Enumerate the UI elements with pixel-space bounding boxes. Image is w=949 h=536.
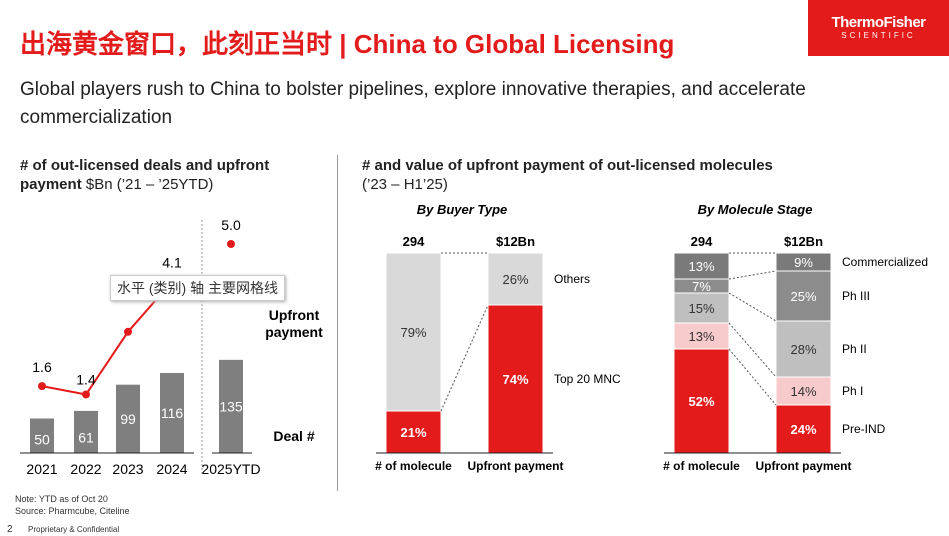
deal-label: 61 xyxy=(78,429,94,445)
year-label: 2025YTD xyxy=(201,461,260,477)
upfront-label: 1.4 xyxy=(76,371,96,387)
upfront-label: 1.6 xyxy=(32,359,52,375)
upfront-series-label: payment xyxy=(265,324,323,340)
deal-bar xyxy=(219,359,243,453)
legend-label: Top 20 MNC xyxy=(554,372,621,386)
year-label: 2021 xyxy=(26,461,57,477)
upfront-point xyxy=(82,390,90,399)
deal-bar xyxy=(30,418,54,453)
category-label: Upfront payment xyxy=(756,459,852,473)
segment xyxy=(775,320,832,378)
deal-series-label: Deal # xyxy=(273,428,314,444)
chart-subtitle: By Buyer Type xyxy=(417,202,508,217)
legend-label: Pre-IND xyxy=(842,422,886,436)
segment-label: 9% xyxy=(794,255,813,270)
year-label: 2023 xyxy=(112,461,143,477)
segment xyxy=(673,322,730,350)
total-label: 294 xyxy=(691,234,713,249)
legend-label: Ph III xyxy=(842,289,870,303)
segment xyxy=(385,252,442,412)
connector xyxy=(440,304,489,412)
segment-label: 21% xyxy=(400,425,426,440)
page-title: 出海黄金窗口，此刻正当时 | China to Global Licensing xyxy=(20,29,675,59)
category-label: Upfront payment xyxy=(468,459,564,473)
left-chart-heading: # of out-licensed deals and upfront paym… xyxy=(20,157,270,193)
total-label: $12Bn xyxy=(496,234,535,249)
segment-label: 52% xyxy=(688,394,714,409)
middle-heading: # and value of upfront payment of out-li… xyxy=(362,157,773,193)
total-label: 294 xyxy=(403,234,425,249)
upfront-line xyxy=(41,280,173,396)
upfront-label: 5.0 xyxy=(221,217,241,233)
chart-subtitle: By Molecule Stage xyxy=(698,202,813,217)
legend-label: Ph II xyxy=(842,342,867,356)
segment-label: 13% xyxy=(688,329,714,344)
segment-label: 15% xyxy=(688,301,714,316)
deal-bar xyxy=(116,384,140,453)
subtitle: Global players rush to China to bolster … xyxy=(20,79,806,128)
deal-bar xyxy=(160,372,184,453)
source: Source: Pharmcube, Citeline xyxy=(15,506,130,516)
total-label: $12Bn xyxy=(784,234,823,249)
deal-bar xyxy=(74,410,98,453)
deal-label: 116 xyxy=(161,405,184,421)
category-label: # of molecule xyxy=(663,459,740,473)
segment-label: 26% xyxy=(502,272,528,287)
connector xyxy=(728,348,777,406)
segment-label: 13% xyxy=(688,259,714,274)
deal-label: 50 xyxy=(34,431,50,447)
upfront-point xyxy=(227,240,235,248)
upfront-point xyxy=(38,382,46,391)
connector xyxy=(728,322,777,378)
segment xyxy=(775,404,832,454)
legend-label: Ph I xyxy=(842,384,863,398)
page-number: 2 xyxy=(7,524,13,535)
upfront-series-label: Upfront xyxy=(269,307,320,323)
segment xyxy=(487,252,544,306)
confidential: Proprietary & Confidential xyxy=(28,525,120,534)
year-label: 2024 xyxy=(156,461,187,477)
upfront-label: 4.1 xyxy=(162,255,182,271)
segment xyxy=(673,252,730,280)
segment xyxy=(775,252,832,272)
segment-label: 24% xyxy=(790,422,816,437)
segment xyxy=(775,270,832,322)
segment-label: 74% xyxy=(502,372,528,387)
year-label: 2022 xyxy=(70,461,101,477)
segment-label: 14% xyxy=(790,384,816,399)
segment-label: 7% xyxy=(692,279,711,294)
legend-label: Commercialized xyxy=(842,255,928,269)
upfront-point xyxy=(124,327,132,336)
segment xyxy=(385,410,442,454)
segment-label: 79% xyxy=(400,325,426,340)
segment-label: 25% xyxy=(790,289,816,304)
segment-label: 28% xyxy=(790,342,816,357)
connector xyxy=(728,292,777,322)
legend-label: Others xyxy=(554,272,590,286)
footnote: Note: YTD as of Oct 20 xyxy=(15,494,108,504)
divider xyxy=(337,155,338,491)
segment xyxy=(673,292,730,324)
connector xyxy=(728,270,777,280)
segment xyxy=(487,304,544,454)
tooltip: 水平 (类别) 轴 主要网格线 xyxy=(110,275,285,301)
deal-label: 135 xyxy=(219,398,243,414)
deal-label: 99 xyxy=(120,411,136,427)
category-label: # of molecule xyxy=(375,459,452,473)
thermo-fisher-logo: ThermoFisher SCIENTIFIC xyxy=(808,0,949,56)
segment xyxy=(673,348,730,454)
segment xyxy=(775,376,832,406)
